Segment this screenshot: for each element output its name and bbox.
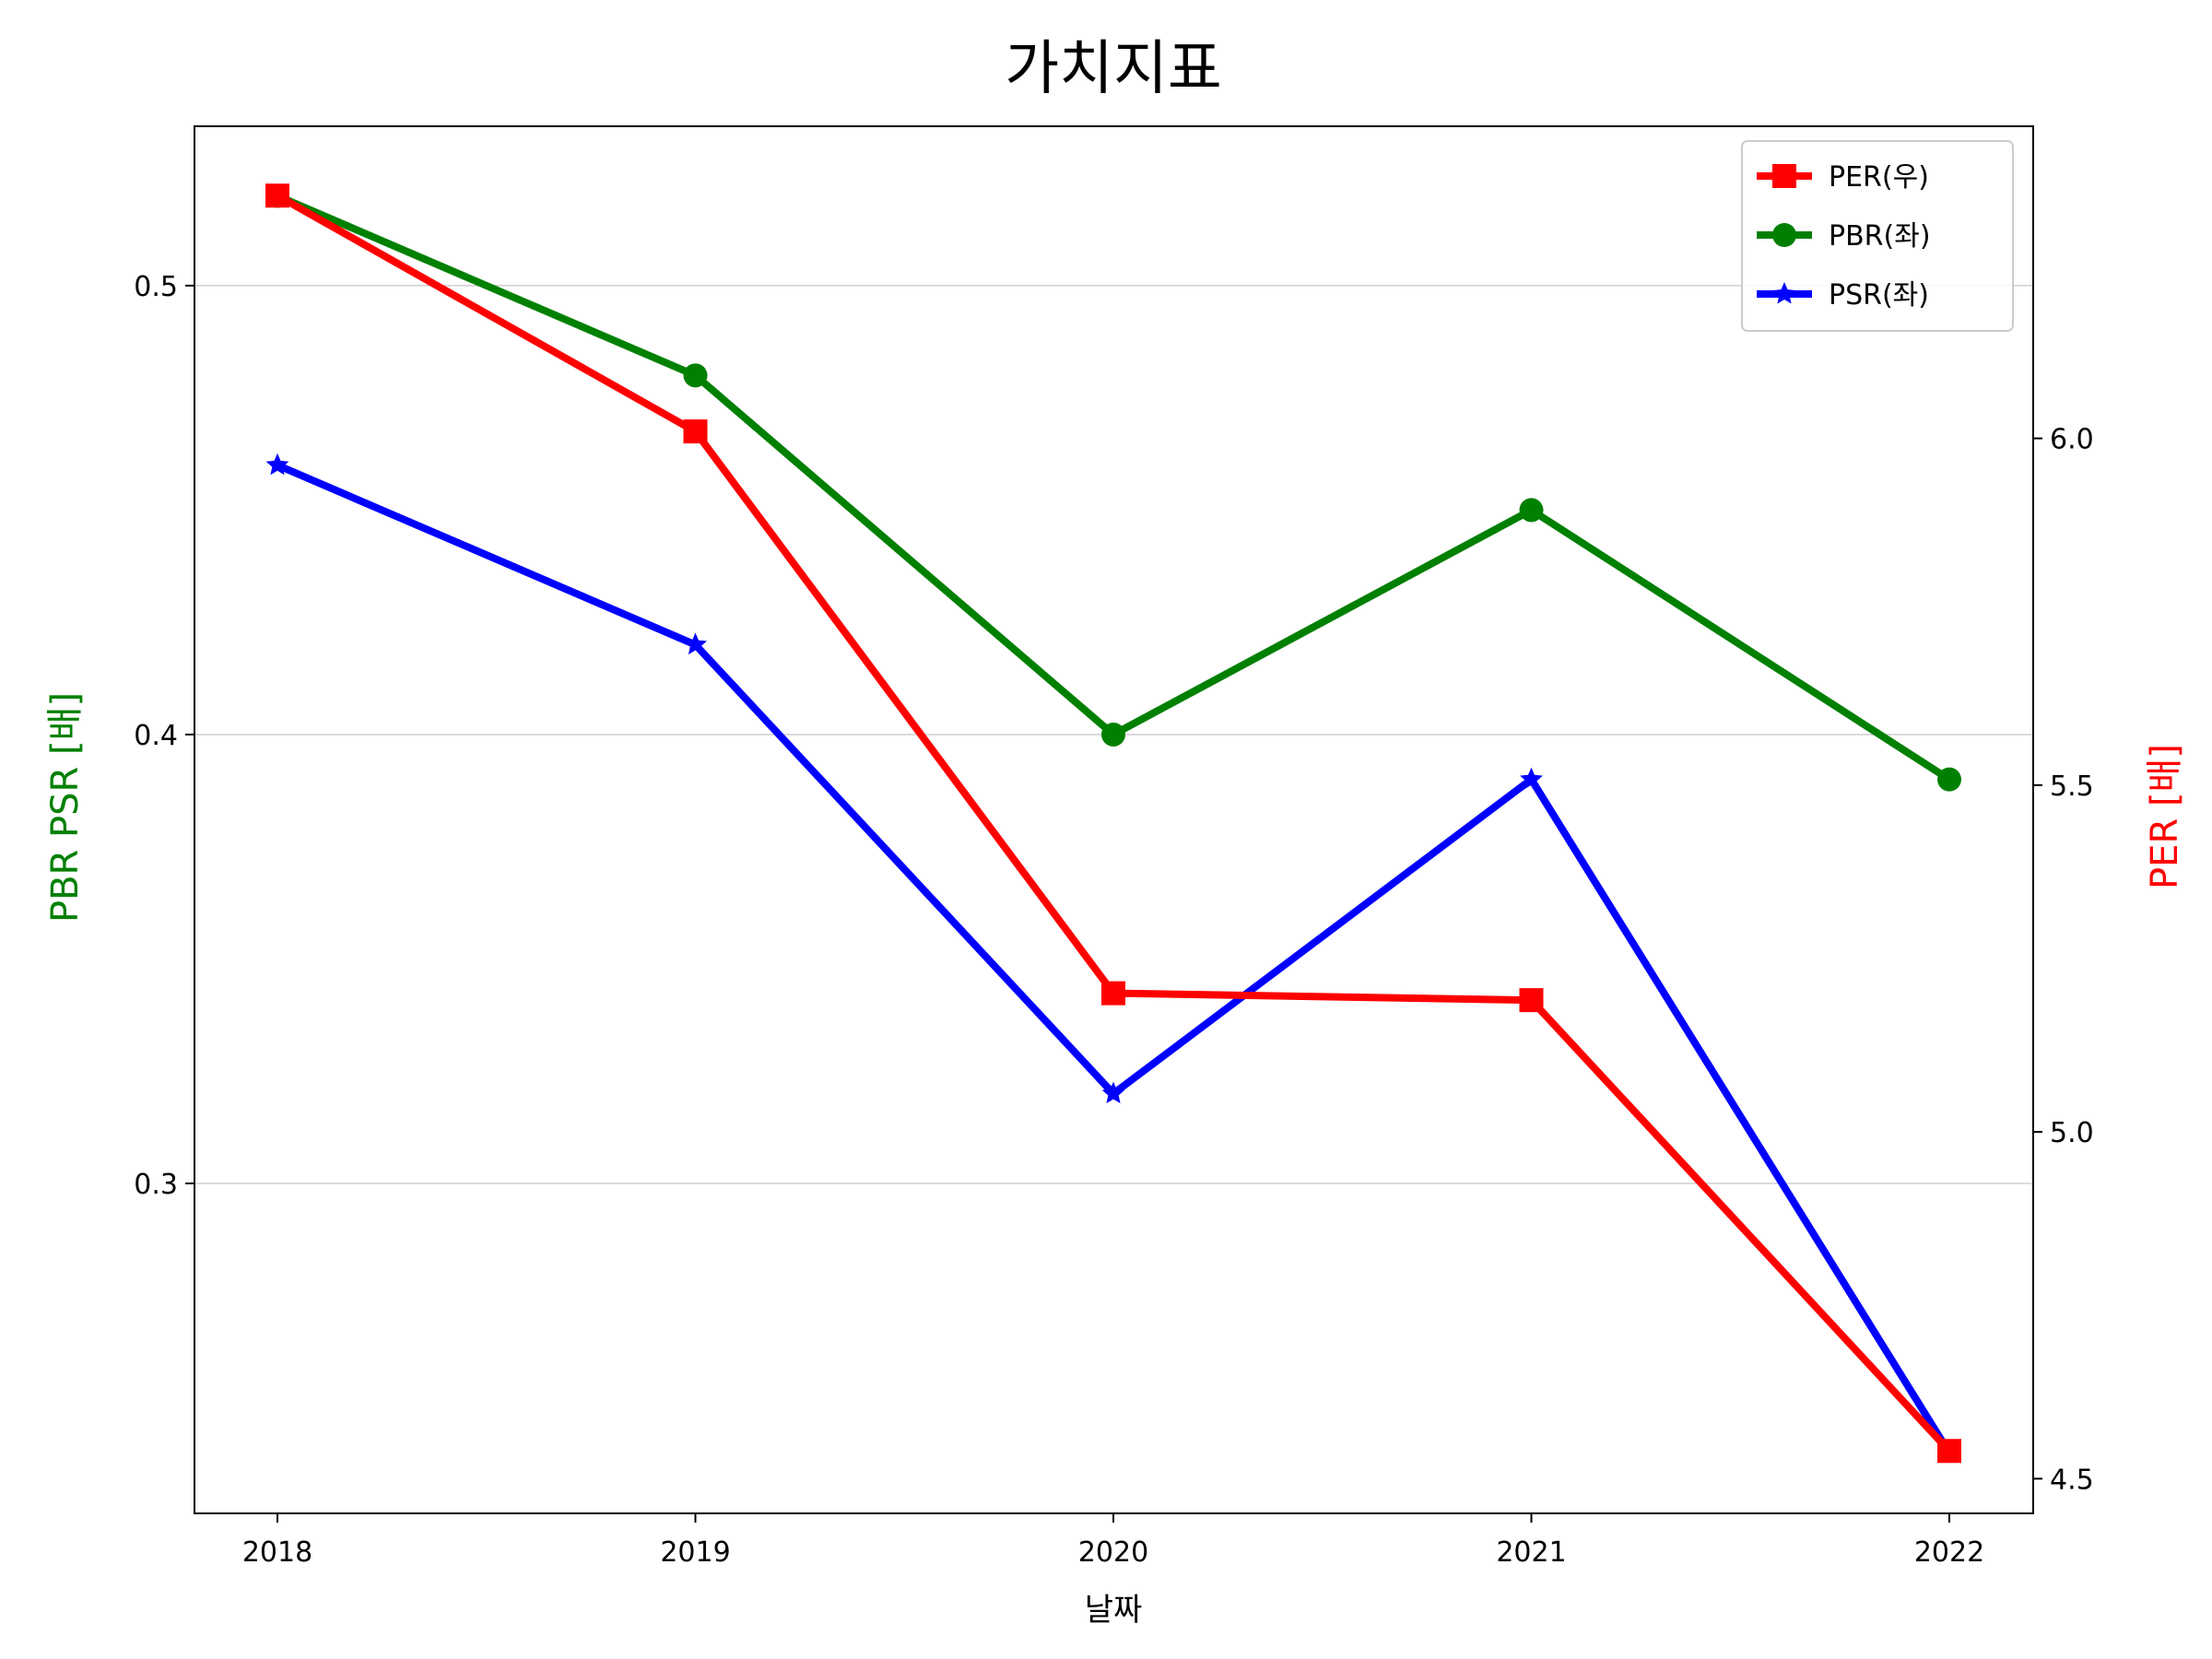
legend-label-per: PER(우)	[1829, 161, 1929, 194]
y-left-tick-label: 0.5	[134, 271, 178, 303]
legend-box	[1741, 140, 2014, 332]
legend-label-psr: PSR(좌)	[1829, 279, 1929, 312]
x-tick-label: 2018	[242, 1536, 312, 1569]
chart-title: 가치지표	[1005, 35, 1222, 103]
legend-marker-psr	[1772, 282, 1796, 304]
y-axis-label-right: PER [배]	[2144, 744, 2186, 889]
data-point-psr	[1520, 767, 1543, 790]
data-point-per	[683, 419, 708, 444]
y-right-tick-label: 5.5	[2050, 771, 2094, 803]
x-axis-label: 날짜	[1085, 1592, 1143, 1629]
series-line-pbr	[274, 192, 1953, 783]
legend-marker-per	[1772, 164, 1796, 188]
data-point-psr	[265, 453, 289, 476]
y-right-tick-label: 5.0	[2050, 1117, 2094, 1149]
legend-marker-pbr	[1772, 223, 1796, 247]
series-lines	[265, 183, 1961, 1464]
legend-label-pbr: PBR(좌)	[1829, 220, 1931, 253]
legend: PER(우) PBR(좌) PSR(좌)	[1741, 140, 2014, 332]
data-point-pbr	[1937, 767, 1961, 792]
x-tick-label: 2021	[1496, 1536, 1566, 1569]
axis-ticks: 0.3 0.4 0.5 4.5 5.0 5.5 6.0 2018 2019 2020 2021 202…	[134, 271, 2093, 1569]
x-tick-label: 2019	[660, 1536, 730, 1569]
data-point-pbr	[683, 363, 708, 388]
y-axis-label-left: PBR PSR [배]	[44, 692, 87, 923]
data-point-pbr	[1519, 498, 1544, 523]
x-tick-label: 2020	[1078, 1536, 1148, 1569]
data-point-per	[1101, 981, 1125, 1006]
data-point-psr	[1101, 1081, 1125, 1104]
data-point-per	[265, 183, 289, 208]
data-point-per	[1519, 988, 1544, 1013]
x-tick-label: 2022	[1914, 1536, 1984, 1569]
y-left-tick-label: 0.3	[134, 1169, 178, 1201]
plot-frame	[194, 125, 2034, 1514]
y-left-tick-label: 0.4	[134, 720, 178, 752]
data-point-per	[1937, 1439, 1961, 1464]
data-point-psr	[684, 632, 707, 655]
data-point-pbr	[1101, 722, 1125, 747]
y-right-tick-label: 4.5	[2050, 1464, 2094, 1496]
series-line-per	[274, 192, 1953, 1455]
y-right-tick-label: 6.0	[2050, 424, 2094, 456]
series-line-psr	[274, 461, 1953, 1457]
